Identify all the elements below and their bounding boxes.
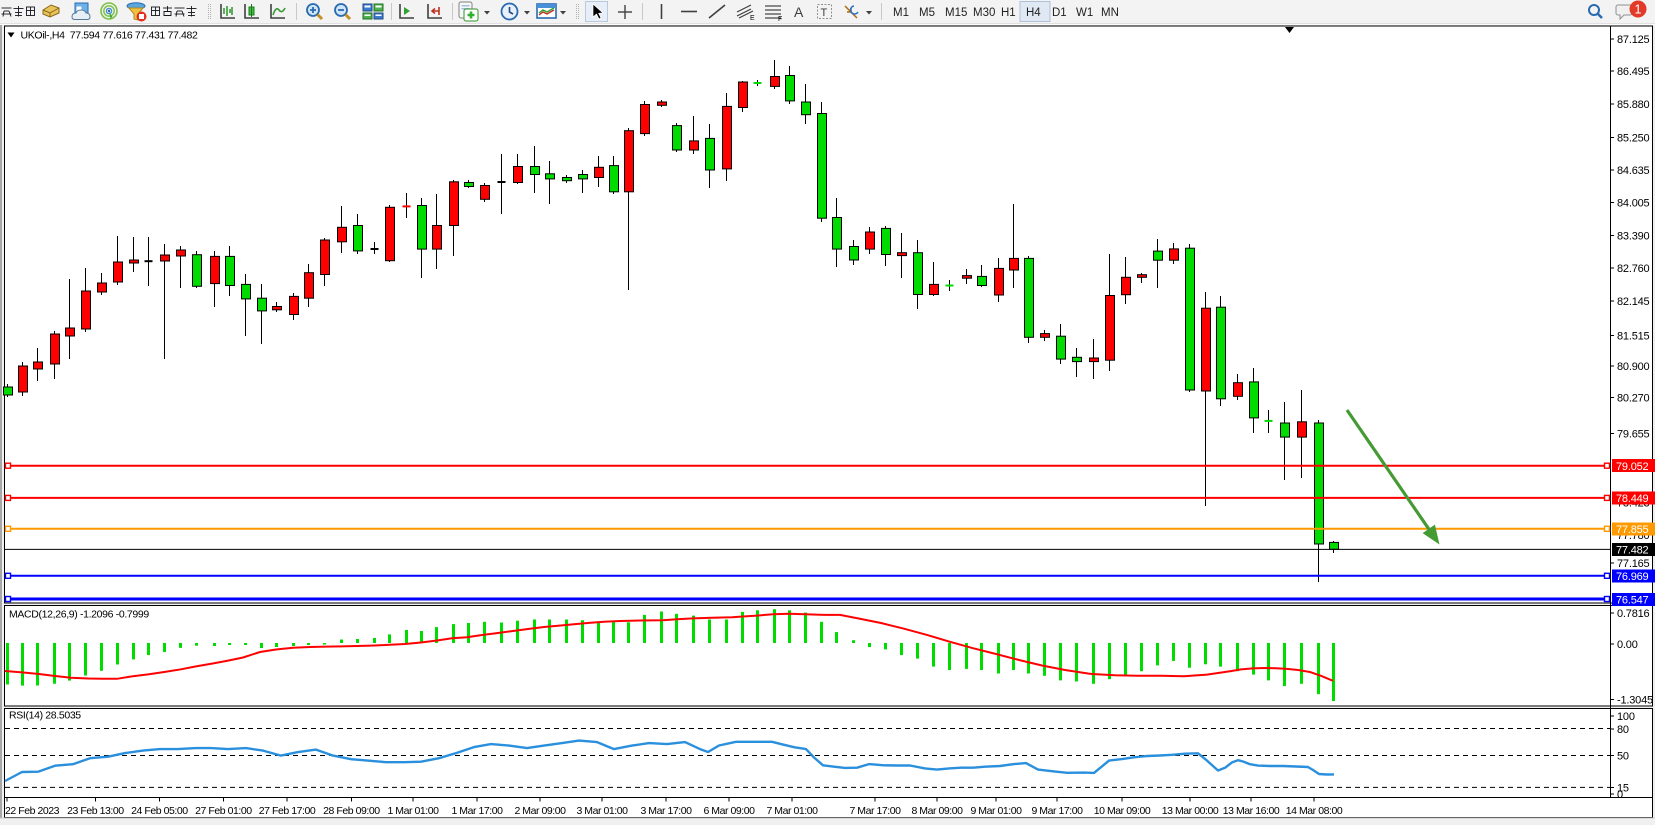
svg-text:UKOil-,H4 77.594 77.616 77.43: UKOil-,H4 77.594 77.616 77.431 77.482	[21, 30, 199, 42]
svg-text:E: E	[750, 15, 755, 22]
svg-text:6 Mar 09:00: 6 Mar 09:00	[703, 805, 755, 817]
svg-text:81.515: 81.515	[1617, 330, 1650, 342]
svg-text:80.270: 80.270	[1617, 393, 1650, 405]
svg-text:50: 50	[1617, 751, 1629, 763]
svg-text:F: F	[778, 16, 782, 23]
svg-text:RSI(14) 28.5035: RSI(14) 28.5035	[9, 710, 81, 722]
svg-text:A: A	[794, 4, 804, 20]
svg-text:0.00: 0.00	[1617, 639, 1638, 651]
svg-text:-1.3045: -1.3045	[1617, 694, 1653, 706]
svg-text:8 Mar 09:00: 8 Mar 09:00	[911, 805, 963, 817]
svg-text:3 Mar 17:00: 3 Mar 17:00	[640, 805, 692, 817]
svg-text:M15: M15	[945, 7, 967, 19]
svg-text:W1: W1	[1076, 7, 1093, 19]
svg-text:1: 1	[1635, 3, 1642, 17]
svg-text:82.145: 82.145	[1617, 296, 1650, 308]
svg-text:0.7816: 0.7816	[1617, 608, 1650, 620]
svg-text:78.449: 78.449	[1616, 493, 1649, 505]
svg-text:84.005: 84.005	[1617, 198, 1650, 210]
svg-text:0: 0	[1617, 789, 1623, 801]
svg-text:2 Mar 09:00: 2 Mar 09:00	[514, 805, 566, 817]
svg-text:80.900: 80.900	[1617, 361, 1650, 373]
svg-text:83.390: 83.390	[1617, 231, 1650, 243]
svg-text:M1: M1	[893, 7, 909, 19]
svg-text:85.250: 85.250	[1617, 132, 1650, 144]
svg-text:86.495: 86.495	[1617, 66, 1650, 78]
svg-text:1 Mar 17:00: 1 Mar 17:00	[451, 805, 503, 817]
svg-text:27 Feb 17:00: 27 Feb 17:00	[259, 805, 316, 817]
svg-text:76.969: 76.969	[1616, 571, 1649, 583]
svg-text:84.635: 84.635	[1617, 165, 1650, 177]
svg-text:24 Feb 05:00: 24 Feb 05:00	[131, 805, 188, 817]
svg-text:7 Mar 01:00: 7 Mar 01:00	[766, 805, 818, 817]
svg-text:M5: M5	[919, 7, 935, 19]
svg-text:28 Feb 09:00: 28 Feb 09:00	[323, 805, 380, 817]
svg-text:77.165: 77.165	[1617, 558, 1650, 570]
svg-text:76.547: 76.547	[1616, 595, 1649, 607]
svg-text:87.125: 87.125	[1617, 34, 1650, 46]
svg-text:M30: M30	[973, 7, 995, 19]
svg-text:1 Mar 01:00: 1 Mar 01:00	[387, 805, 439, 817]
svg-text:MACD(12,26,9) -1.2096 -0.7999: MACD(12,26,9) -1.2096 -0.7999	[9, 609, 149, 621]
svg-text:82.760: 82.760	[1617, 263, 1650, 275]
svg-text:85.880: 85.880	[1617, 99, 1650, 111]
svg-text:9 Mar 17:00: 9 Mar 17:00	[1031, 805, 1083, 817]
svg-text:10 Mar 09:00: 10 Mar 09:00	[1094, 805, 1151, 817]
svg-text:100: 100	[1617, 711, 1635, 723]
svg-text:MN: MN	[1101, 7, 1119, 19]
svg-text:14 Mar 08:00: 14 Mar 08:00	[1286, 805, 1343, 817]
svg-text:22 Feb 2023: 22 Feb 2023	[5, 805, 60, 817]
svg-text:T: T	[821, 7, 828, 19]
svg-text:23 Feb 13:00: 23 Feb 13:00	[67, 805, 124, 817]
svg-text:80: 80	[1617, 724, 1629, 736]
svg-text:13 Mar 16:00: 13 Mar 16:00	[1223, 805, 1280, 817]
svg-text:79.655: 79.655	[1617, 429, 1650, 441]
svg-text:D1: D1	[1052, 7, 1067, 19]
svg-text:9 Mar 01:00: 9 Mar 01:00	[970, 805, 1022, 817]
svg-text:79.052: 79.052	[1616, 461, 1649, 473]
svg-text:H1: H1	[1001, 7, 1016, 19]
svg-text:H4: H4	[1026, 7, 1041, 19]
svg-text:3 Mar 01:00: 3 Mar 01:00	[576, 805, 628, 817]
svg-text:77.482: 77.482	[1616, 545, 1649, 557]
svg-text:77.855: 77.855	[1616, 524, 1649, 536]
svg-text:27 Feb 01:00: 27 Feb 01:00	[195, 805, 252, 817]
svg-text:7 Mar 17:00: 7 Mar 17:00	[849, 805, 901, 817]
svg-text:15: 15	[1617, 782, 1629, 794]
svg-text:13 Mar 00:00: 13 Mar 00:00	[1162, 805, 1219, 817]
